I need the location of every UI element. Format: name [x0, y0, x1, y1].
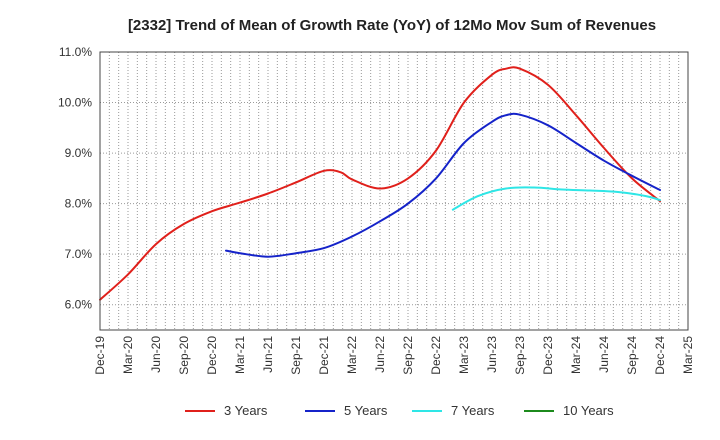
x-tick-label: Dec-20 — [205, 336, 219, 375]
legend: 3 Years 5 Years 7 Years 10 Years — [185, 403, 614, 418]
x-tick-label: Mar-25 — [681, 336, 695, 374]
x-tick-label: Dec-21 — [317, 336, 331, 375]
x-tick-label: Jun-23 — [485, 336, 499, 373]
x-tick-label: Jun-20 — [149, 336, 163, 373]
x-tick-label: Mar-21 — [233, 336, 247, 374]
x-tick-label: Sep-20 — [177, 336, 191, 375]
legend-label-3-years: 3 Years — [224, 403, 268, 418]
y-tick-label: 9.0% — [65, 146, 93, 160]
x-tick-label: Sep-21 — [289, 336, 303, 375]
y-tick-label: 6.0% — [65, 298, 93, 312]
series-line-3-years — [99, 66, 661, 301]
y-tick-label: 10.0% — [58, 96, 92, 110]
y-tick-label: 7.0% — [65, 247, 93, 261]
grid — [99, 51, 689, 330]
legend-label-5-years: 5 Years — [344, 403, 388, 418]
x-tick-label: Jun-22 — [373, 336, 387, 373]
x-tick-label: Jun-24 — [597, 336, 611, 373]
x-tick-label: Dec-24 — [653, 336, 667, 375]
x-tick-label: Mar-20 — [121, 336, 135, 374]
y-tick-label: 11.0% — [59, 45, 92, 59]
legend-label-7-years: 7 Years — [451, 403, 495, 418]
x-tick-label: Dec-19 — [93, 336, 107, 375]
x-tick-label: Sep-24 — [625, 336, 639, 375]
series-line-5-years — [225, 112, 661, 258]
y-tick-label: 8.0% — [65, 197, 93, 211]
x-tick-label: Sep-22 — [401, 336, 415, 375]
x-tick-label: Mar-22 — [345, 336, 359, 374]
x-tick-label: Dec-22 — [429, 336, 443, 375]
axes: 6.0% 7.0% 8.0% 9.0% 10.0% 11.0% Dec-19 Mar-20 Ju… — [58, 45, 695, 375]
x-tick-label: Sep-23 — [513, 336, 527, 375]
x-tick-label: Dec-23 — [541, 336, 555, 375]
legend-label-10-years: 10 Years — [563, 403, 614, 418]
series-lines — [99, 66, 661, 301]
chart-title: [2332] Trend of Mean of Growth Rate (YoY… — [128, 17, 656, 34]
x-tick-label: Jun-21 — [261, 336, 275, 373]
plot-area-border — [99, 51, 689, 331]
series-line-7-years — [451, 186, 661, 211]
x-tick-label: Mar-24 — [569, 336, 583, 374]
x-tick-label: Mar-23 — [457, 336, 471, 374]
